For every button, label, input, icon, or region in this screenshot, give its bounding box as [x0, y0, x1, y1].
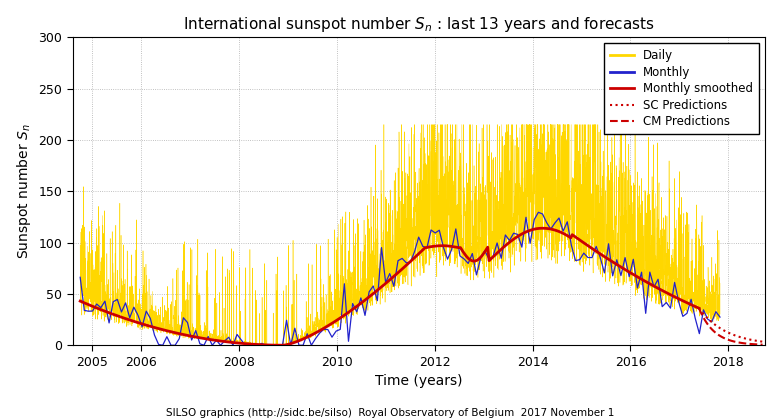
Text: SILSO graphics (http://sidc.be/silso)  Royal Observatory of Belgium  2017 Novemb: SILSO graphics (http://sidc.be/silso) Ro… [166, 408, 614, 418]
Title: International sunspot number $S_n$ : last 13 years and forecasts: International sunspot number $S_n$ : las… [183, 15, 654, 34]
X-axis label: Time (years): Time (years) [375, 374, 463, 388]
Legend: Daily, Monthly, Monthly smoothed, SC Predictions, CM Predictions: Daily, Monthly, Monthly smoothed, SC Pre… [604, 43, 759, 134]
Y-axis label: Sunspot number $S_n$: Sunspot number $S_n$ [15, 123, 33, 259]
